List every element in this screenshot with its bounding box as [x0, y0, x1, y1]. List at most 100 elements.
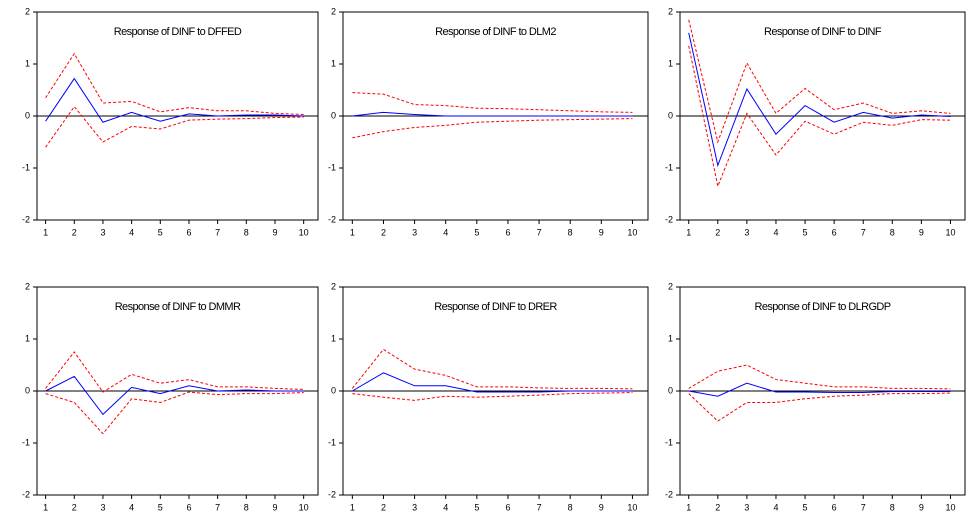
x-tick-label: 7 [537, 227, 542, 237]
x-tick-label: 5 [474, 227, 479, 237]
y-tick-label: -1 [22, 437, 30, 447]
x-tick-label: 7 [215, 227, 220, 237]
y-tick-label: -1 [328, 162, 336, 172]
series-line [352, 92, 633, 113]
series-line [688, 364, 951, 390]
y-tick-label: -1 [665, 437, 673, 447]
y-tick-label: 0 [668, 385, 673, 395]
series-line [352, 392, 633, 401]
y-tick-label: -1 [665, 162, 673, 172]
x-tick-label: 2 [381, 227, 386, 237]
x-tick-label: 10 [299, 227, 309, 237]
x-tick-label: 9 [272, 227, 277, 237]
x-tick-label: 2 [715, 227, 720, 237]
x-tick-label: 8 [244, 502, 249, 512]
chart-title: Response of DINF to DFFED [114, 26, 242, 38]
y-tick-label: 0 [25, 110, 30, 120]
x-tick-label: 7 [215, 502, 220, 512]
x-tick-label: 3 [744, 227, 749, 237]
x-tick-label: 8 [568, 227, 573, 237]
y-tick-label: 1 [25, 333, 30, 343]
series-line [352, 111, 633, 117]
x-tick-label: 5 [474, 502, 479, 512]
x-tick-label: 5 [158, 502, 163, 512]
y-tick-label: 1 [331, 333, 336, 343]
series-line [688, 382, 951, 397]
series-line [352, 372, 633, 393]
y-tick-label: 0 [331, 110, 336, 120]
x-tick-label: 9 [919, 502, 924, 512]
y-tick-label: 2 [331, 6, 336, 16]
x-tick-label: 3 [412, 227, 417, 237]
y-tick-label: -2 [328, 489, 336, 499]
series-line [688, 45, 951, 188]
x-tick-label: 9 [599, 227, 604, 237]
x-tick-label: 8 [244, 227, 249, 237]
x-tick-label: 10 [299, 502, 309, 512]
x-tick-label: 9 [599, 502, 604, 512]
x-tick-label: 2 [715, 502, 720, 512]
x-tick-label: 9 [272, 502, 277, 512]
y-tick-label: -2 [665, 214, 673, 224]
x-tick-label: 5 [803, 502, 808, 512]
series-line [45, 351, 304, 393]
x-tick-label: 4 [773, 227, 778, 237]
x-tick-label: 10 [945, 502, 955, 512]
x-tick-label: 6 [186, 502, 191, 512]
x-tick-label: 3 [744, 502, 749, 512]
x-tick-label: 1 [43, 502, 48, 512]
chart-title: Response of DINF to DINF [764, 26, 882, 38]
y-tick-label: 2 [668, 6, 673, 16]
x-tick-label: 8 [568, 502, 573, 512]
y-tick-label: 2 [25, 281, 30, 291]
x-tick-label: 6 [832, 227, 837, 237]
x-tick-label: 3 [100, 502, 105, 512]
y-tick-label: -1 [22, 162, 30, 172]
chart-title: Response of DINF to DLRGDP [754, 301, 890, 313]
series-line [45, 105, 304, 148]
y-tick-label: 0 [331, 385, 336, 395]
x-tick-label: 8 [890, 502, 895, 512]
y-tick-label: 2 [331, 281, 336, 291]
y-tick-label: 2 [25, 6, 30, 16]
x-tick-label: 3 [412, 502, 417, 512]
x-tick-label: 4 [129, 502, 134, 512]
y-tick-label: 1 [25, 58, 30, 68]
y-tick-label: 2 [668, 281, 673, 291]
x-tick-label: 1 [686, 502, 691, 512]
x-tick-label: 6 [505, 502, 510, 512]
x-tick-label: 5 [803, 227, 808, 237]
series-line [45, 77, 304, 123]
series-line [351, 348, 633, 390]
y-tick-label: 1 [331, 58, 336, 68]
y-tick-label: 0 [668, 110, 673, 120]
x-tick-label: 4 [773, 502, 778, 512]
y-tick-label: 1 [668, 58, 673, 68]
series-line [45, 391, 304, 435]
chart-title: Response of DINF to DMMR [115, 301, 241, 313]
x-tick-label: 10 [627, 502, 637, 512]
x-tick-label: 4 [443, 227, 448, 237]
y-tick-label: 1 [668, 333, 673, 343]
x-tick-label: 10 [945, 227, 955, 237]
x-tick-label: 2 [381, 502, 386, 512]
x-tick-label: 1 [350, 227, 355, 237]
x-tick-label: 3 [100, 227, 105, 237]
y-tick-label: -2 [665, 489, 673, 499]
x-tick-label: 1 [43, 227, 48, 237]
x-tick-label: 2 [72, 502, 77, 512]
y-tick-label: -2 [22, 489, 30, 499]
x-tick-label: 1 [350, 502, 355, 512]
x-tick-label: 6 [832, 502, 837, 512]
x-tick-label: 9 [919, 227, 924, 237]
y-tick-label: -1 [328, 437, 336, 447]
series-line [688, 392, 951, 422]
x-tick-label: 6 [186, 227, 191, 237]
x-tick-label: 10 [627, 227, 637, 237]
x-tick-label: 6 [505, 227, 510, 237]
x-tick-label: 4 [443, 502, 448, 512]
x-tick-label: 7 [861, 502, 866, 512]
x-tick-label: 7 [861, 227, 866, 237]
x-tick-label: 4 [129, 227, 134, 237]
